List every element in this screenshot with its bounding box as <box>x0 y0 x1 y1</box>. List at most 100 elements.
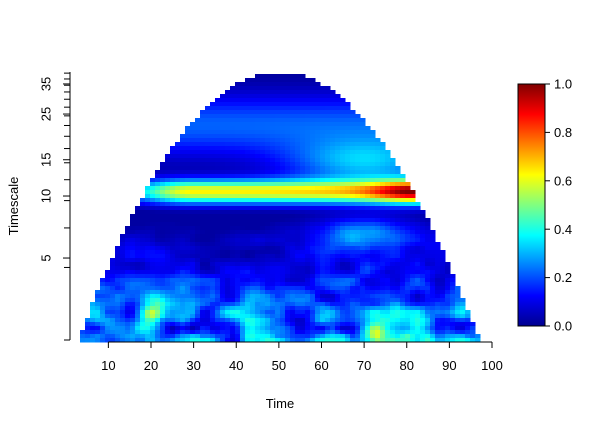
heatmap-cell <box>255 182 261 187</box>
heatmap-cell <box>350 278 356 283</box>
heatmap-cell <box>435 286 441 291</box>
heatmap-cell <box>145 246 151 251</box>
heatmap-cell <box>390 330 396 335</box>
heatmap-cell <box>260 114 266 119</box>
heatmap-cell <box>115 302 121 307</box>
heatmap-cell <box>180 250 186 255</box>
heatmap-cell <box>300 186 306 191</box>
heatmap-cell <box>235 194 241 199</box>
heatmap-cell <box>270 82 276 87</box>
heatmap-cell <box>330 182 336 187</box>
heatmap-cell <box>160 218 166 223</box>
heatmap-cell <box>375 306 381 311</box>
heatmap-cell <box>190 194 196 199</box>
heatmap-cell <box>195 170 201 175</box>
heatmap-cell <box>230 114 236 119</box>
heatmap-cell <box>395 226 401 231</box>
heatmap-cell <box>405 242 411 247</box>
heatmap-cell <box>360 306 366 311</box>
heatmap-cell <box>175 290 181 295</box>
heatmap-cell <box>270 322 276 327</box>
heatmap-cell <box>260 134 266 139</box>
heatmap-cell <box>265 90 271 95</box>
heatmap-cell <box>335 190 341 195</box>
heatmap-cell <box>315 198 321 203</box>
heatmap-cell <box>340 158 346 163</box>
heatmap-cell <box>360 322 366 327</box>
heatmap-cell <box>125 230 131 235</box>
heatmap-cell <box>430 250 436 255</box>
heatmap-cell <box>365 198 371 203</box>
heatmap-cell <box>460 330 466 335</box>
heatmap-cell <box>405 206 411 211</box>
heatmap-cell <box>165 174 171 179</box>
heatmap-cell <box>260 198 266 203</box>
heatmap-cell <box>170 218 176 223</box>
heatmap-cell <box>290 310 296 315</box>
heatmap-cell <box>280 74 286 79</box>
heatmap-cell <box>425 298 431 303</box>
heatmap-cell <box>265 206 271 211</box>
heatmap-cell <box>120 290 126 295</box>
heatmap-cell <box>455 322 461 327</box>
heatmap-cell <box>355 182 361 187</box>
heatmap-cell <box>170 294 176 299</box>
heatmap-cell <box>300 166 306 171</box>
heatmap-cell <box>425 322 431 327</box>
heatmap-cell <box>205 198 211 203</box>
heatmap-cell <box>205 122 211 127</box>
heatmap-cell <box>95 310 101 315</box>
heatmap-cell <box>385 170 391 175</box>
heatmap-cell <box>460 322 466 327</box>
heatmap-cell <box>375 174 381 179</box>
heatmap-cell <box>390 158 396 163</box>
heatmap-cell <box>315 330 321 335</box>
heatmap-cell <box>375 266 381 271</box>
heatmap-cell <box>340 222 346 227</box>
heatmap-cell <box>120 330 126 335</box>
heatmap-cell <box>295 218 301 223</box>
heatmap-cell <box>395 318 401 323</box>
heatmap-cell <box>235 130 241 135</box>
heatmap-cell <box>410 194 416 199</box>
heatmap-cell <box>345 186 351 191</box>
heatmap-cell <box>335 302 341 307</box>
heatmap-cell <box>215 326 221 331</box>
heatmap-cell <box>255 114 261 119</box>
heatmap-cell <box>195 250 201 255</box>
heatmap-cell <box>255 86 261 91</box>
heatmap-cell <box>435 254 441 259</box>
heatmap-cell <box>90 334 96 339</box>
heatmap-cell <box>265 158 271 163</box>
heatmap-cell <box>85 334 91 339</box>
heatmap-cell <box>425 238 431 243</box>
heatmap-cell <box>190 134 196 139</box>
heatmap-cell <box>195 238 201 243</box>
heatmap-cell <box>340 182 346 187</box>
heatmap-cell <box>145 218 151 223</box>
heatmap-cell <box>270 134 276 139</box>
heatmap-cell <box>220 338 226 343</box>
heatmap-cell <box>290 142 296 147</box>
heatmap-cell <box>315 318 321 323</box>
heatmap-cell <box>270 98 276 103</box>
heatmap-cell <box>410 238 416 243</box>
heatmap-cell <box>400 198 406 203</box>
heatmap-cell <box>275 138 281 143</box>
heatmap-cell <box>260 274 266 279</box>
heatmap-cell <box>210 106 216 111</box>
heatmap-cell <box>200 142 206 147</box>
heatmap-cell <box>345 298 351 303</box>
heatmap-cell <box>265 86 271 91</box>
heatmap-cell <box>235 174 241 179</box>
heatmap-cell <box>190 202 196 207</box>
heatmap-cell <box>400 214 406 219</box>
heatmap-cell <box>115 250 121 255</box>
heatmap-cell <box>190 302 196 307</box>
heatmap-cell <box>295 226 301 231</box>
heatmap-cell <box>195 222 201 227</box>
heatmap-cell <box>370 274 376 279</box>
heatmap-cell <box>260 110 266 115</box>
heatmap-cell <box>295 330 301 335</box>
heatmap-cell <box>350 166 356 171</box>
